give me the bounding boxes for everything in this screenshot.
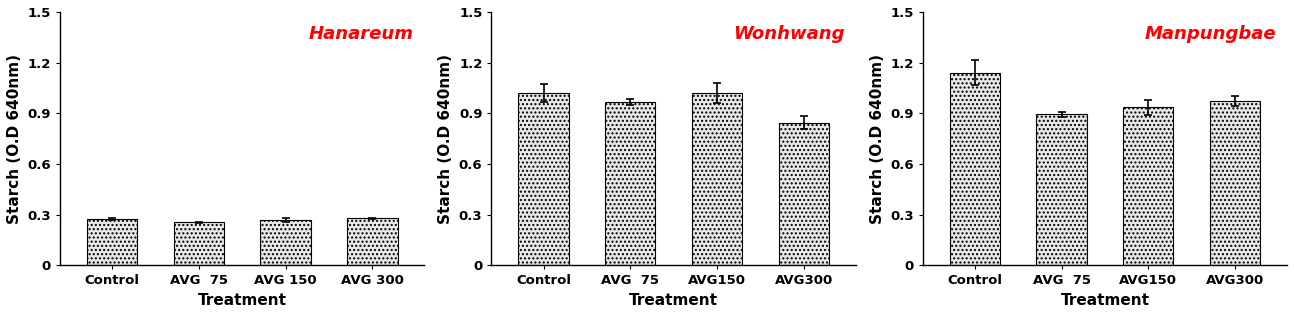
Bar: [347, 219, 397, 266]
Y-axis label: Starch (O.D 640nm): Starch (O.D 640nm): [6, 54, 22, 224]
Bar: [1210, 101, 1260, 266]
X-axis label: Treatment: Treatment: [629, 293, 718, 308]
Bar: [173, 222, 224, 266]
Text: Manpungbae: Manpungbae: [1144, 25, 1276, 43]
Bar: [606, 102, 655, 266]
Text: Hanareum: Hanareum: [308, 25, 414, 43]
Bar: [950, 73, 1000, 266]
Bar: [1036, 114, 1087, 266]
Bar: [260, 220, 311, 266]
Bar: [87, 219, 137, 266]
Bar: [519, 93, 568, 266]
Bar: [1123, 107, 1174, 266]
Text: Wonhwang: Wonhwang: [734, 25, 845, 43]
X-axis label: Treatment: Treatment: [1061, 293, 1149, 308]
Bar: [779, 123, 829, 266]
X-axis label: Treatment: Treatment: [198, 293, 287, 308]
Bar: [692, 93, 743, 266]
Y-axis label: Starch (O.D 640nm): Starch (O.D 640nm): [870, 54, 885, 224]
Y-axis label: Starch (O.D 640nm): Starch (O.D 640nm): [439, 54, 453, 224]
